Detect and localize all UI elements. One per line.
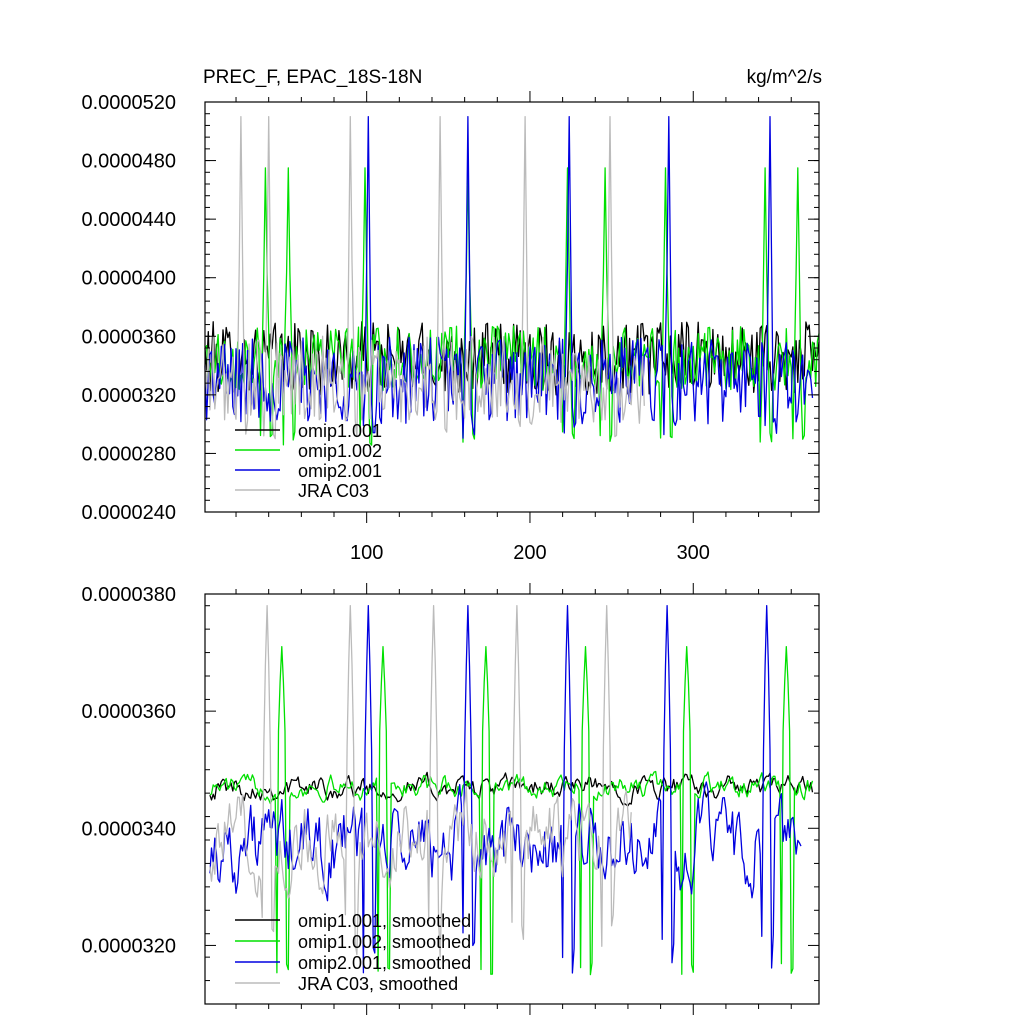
series-layer	[209, 605, 814, 976]
legend: omip1.001 omip1.002 omip2.001 JRA C03	[235, 421, 382, 501]
ticks-layer: 0.0000320 0.0000340 0.0000360 0.0000380	[81, 583, 819, 1015]
legend: omip1.001, smoothed omip1.002, smoothed …	[235, 911, 471, 994]
y-tick-label: 0.0000400	[81, 268, 176, 290]
y-tick-label: 0.0000320	[81, 935, 176, 957]
legend-label-jra-c03-smoothed: JRA C03, smoothed	[298, 974, 458, 994]
series-line-omip2-001-smoothed	[209, 605, 802, 974]
plot-frame	[204, 593, 820, 1005]
chart-panel-bottom: 0.0000320 0.0000340 0.0000360 0.0000380 omi…	[81, 583, 820, 1015]
y-tick-label: 0.0000320	[81, 385, 176, 407]
series-line-jra-c03-smoothed	[209, 605, 632, 958]
series-layer	[204, 115, 820, 446]
y-tick-label: 0.0000340	[81, 818, 176, 840]
y-tick-label: 0.0000280	[81, 443, 176, 465]
legend-label-omip1-002: omip1.002	[298, 441, 382, 461]
x-tick-label: 300	[677, 542, 710, 564]
x-tick-label: 200	[513, 542, 546, 564]
series-line-omip1-002	[204, 167, 820, 446]
plot-frame	[204, 101, 820, 513]
legend-label-omip1-001: omip1.001	[298, 421, 382, 441]
legend-label-omip2-001-smoothed: omip2.001, smoothed	[298, 953, 471, 973]
units-label: kg/m^2/s	[747, 67, 822, 88]
y-tick-label: 0.0000440	[81, 209, 176, 231]
legend-label-omip1-002-smoothed: omip1.002, smoothed	[298, 932, 471, 952]
y-tick-label: 0.0000240	[81, 502, 176, 524]
y-tick-label: 0.0000480	[81, 151, 176, 173]
chart-panel-top: PREC_F, EPAC_18S-18N kg/m^2/s 0.00002400…	[81, 67, 822, 564]
legend-label-omip2-001: omip2.001	[298, 461, 382, 481]
y-tick-label: 0.0000360	[81, 701, 176, 723]
y-tick-label: 0.0000380	[81, 584, 176, 606]
series-line-omip1-002-smoothed	[209, 646, 814, 976]
legend-label-omip1-001-smoothed: omip1.001, smoothed	[298, 911, 471, 931]
y-tick-label: 0.0000520	[81, 92, 176, 114]
series-line-jra-c03	[204, 115, 645, 440]
y-tick-label: 0.0000360	[81, 326, 176, 348]
x-tick-label: 100	[350, 542, 383, 564]
ticks-layer: 0.0000240 0.0000280 0.0000320 0.0000360 0.00…	[81, 91, 819, 564]
chart-title: PREC_F, EPAC_18S-18N	[203, 67, 422, 88]
legend-label-jra-c03: JRA C03	[298, 481, 369, 501]
